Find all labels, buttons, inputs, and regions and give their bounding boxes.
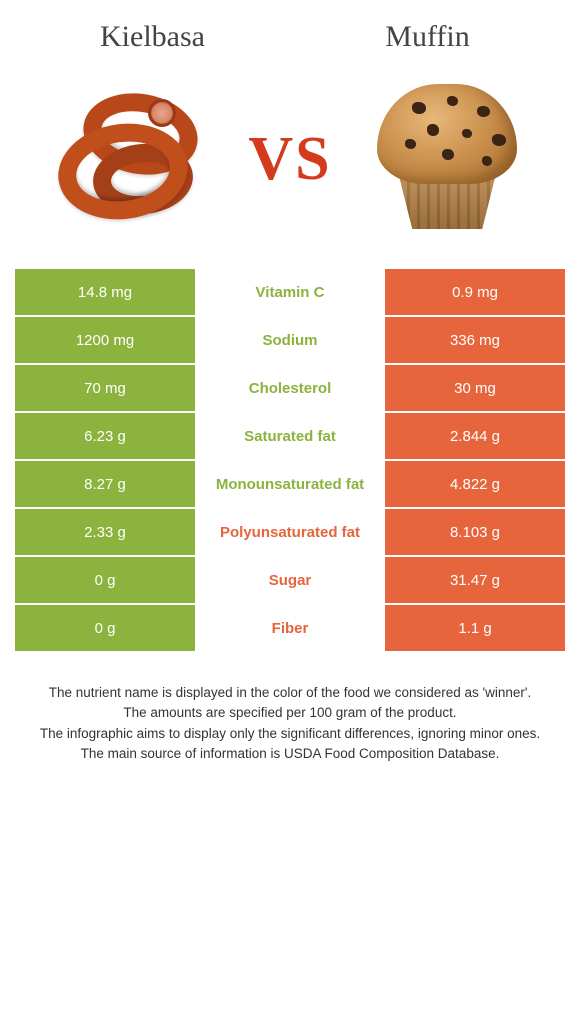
- right-value: 2.844 g: [385, 413, 565, 459]
- left-value: 0 g: [15, 605, 195, 651]
- vs-label: VS: [248, 124, 331, 195]
- nutrient-name: Vitamin C: [195, 269, 385, 315]
- left-food-title: Kielbasa: [15, 20, 290, 54]
- table-row: 8.27 gMonounsaturated fat4.822 g: [15, 461, 565, 507]
- footer-notes: The nutrient name is displayed in the co…: [15, 683, 565, 764]
- table-row: 70 mgCholesterol30 mg: [15, 365, 565, 411]
- nutrient-name: Polyunsaturated fat: [195, 509, 385, 555]
- left-value: 6.23 g: [15, 413, 195, 459]
- right-value: 31.47 g: [385, 557, 565, 603]
- left-value: 1200 mg: [15, 317, 195, 363]
- footer-line: The amounts are specified per 100 gram o…: [23, 703, 557, 723]
- footer-line: The infographic aims to display only the…: [23, 724, 557, 744]
- titles-row: Kielbasa Muffin: [15, 20, 565, 54]
- right-value: 4.822 g: [385, 461, 565, 507]
- images-row: VS: [15, 74, 565, 244]
- muffin-icon: [367, 79, 527, 239]
- kielbasa-icon: [53, 84, 213, 234]
- left-value: 2.33 g: [15, 509, 195, 555]
- table-row: 0 gFiber1.1 g: [15, 605, 565, 651]
- footer-line: The nutrient name is displayed in the co…: [23, 683, 557, 703]
- left-value: 8.27 g: [15, 461, 195, 507]
- table-row: 1200 mgSodium336 mg: [15, 317, 565, 363]
- nutrient-name: Cholesterol: [195, 365, 385, 411]
- footer-line: The main source of information is USDA F…: [23, 744, 557, 764]
- right-value: 8.103 g: [385, 509, 565, 555]
- table-row: 2.33 gPolyunsaturated fat8.103 g: [15, 509, 565, 555]
- right-value: 30 mg: [385, 365, 565, 411]
- right-food-title: Muffin: [290, 20, 565, 54]
- table-row: 0 gSugar31.47 g: [15, 557, 565, 603]
- left-value: 70 mg: [15, 365, 195, 411]
- table-row: 14.8 mgVitamin C0.9 mg: [15, 269, 565, 315]
- nutrient-name: Saturated fat: [195, 413, 385, 459]
- nutrient-name: Fiber: [195, 605, 385, 651]
- nutrient-name: Sodium: [195, 317, 385, 363]
- right-value: 336 mg: [385, 317, 565, 363]
- nutrient-name: Monounsaturated fat: [195, 461, 385, 507]
- right-value: 1.1 g: [385, 605, 565, 651]
- nutrient-name: Sugar: [195, 557, 385, 603]
- left-food-image: [43, 74, 223, 244]
- nutrition-table: 14.8 mgVitamin C0.9 mg1200 mgSodium336 m…: [15, 269, 565, 653]
- left-value: 0 g: [15, 557, 195, 603]
- right-value: 0.9 mg: [385, 269, 565, 315]
- left-value: 14.8 mg: [15, 269, 195, 315]
- table-row: 6.23 gSaturated fat2.844 g: [15, 413, 565, 459]
- right-food-image: [357, 74, 537, 244]
